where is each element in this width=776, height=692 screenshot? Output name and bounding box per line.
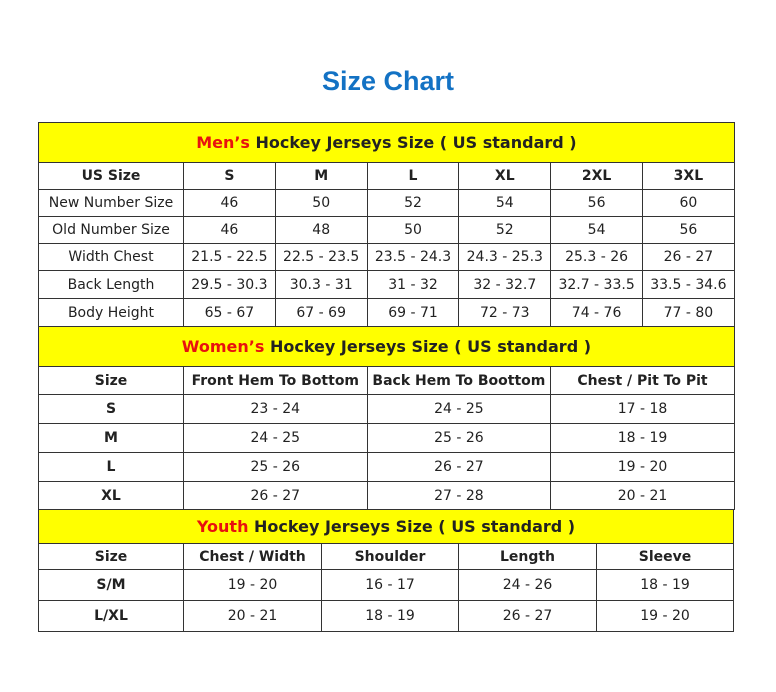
table-cell: 54 [458, 189, 552, 217]
header-row: US Size S M L XL 2XL 3XL [38, 162, 735, 190]
table-cell: 19 - 20 [595, 600, 735, 632]
table-cell: 23 - 24 [183, 394, 368, 424]
table-cell: 29.5 - 30.3 [183, 270, 276, 299]
row-label: New Number Size [38, 189, 184, 217]
table-cell: 74 - 76 [550, 298, 643, 327]
table-cell: 65 - 67 [183, 298, 276, 327]
column-header: Length [458, 543, 597, 570]
table-cell: 67 - 69 [274, 298, 368, 327]
table-cell: 60 [641, 189, 735, 217]
table-row: Back Length 29.5 - 30.3 30.3 - 31 31 - 32 32… [38, 270, 735, 299]
table-cell: 46 [183, 216, 276, 244]
table-cell: 54 [550, 216, 643, 244]
table-cell: 26 - 27 [641, 243, 735, 271]
row-label: Back Length [38, 270, 184, 299]
table-cell: 20 - 21 [550, 481, 735, 510]
table-cell: 18 - 19 [595, 569, 735, 601]
column-header: 2XL [550, 162, 643, 190]
table-cell: 19 - 20 [550, 452, 735, 482]
table-row: Old Number Size 46 48 50 52 54 56 [38, 216, 735, 244]
table-row: Width Chest 21.5 - 22.5 22.5 - 23.5 23.5 - … [38, 243, 735, 271]
womens-size-table: Women’s Hockey Jerseys Size ( US standar… [38, 326, 735, 510]
table-row: L/XL 20 - 21 18 - 19 26 - 27 19 - 20 [38, 600, 735, 632]
column-header: Size [38, 543, 184, 570]
column-header: US Size [38, 162, 184, 190]
column-header: Chest / Pit To Pit [550, 366, 735, 395]
page-title: Size Chart [321, 66, 455, 96]
column-header: Back Hem To Boottom [366, 366, 552, 395]
table-row: M 24 - 25 25 - 26 18 - 19 [38, 423, 735, 453]
table-cell: 24 - 26 [458, 569, 597, 601]
table-cell: 56 [641, 216, 735, 244]
table-cell: 32 - 32.7 [458, 270, 552, 299]
column-header: Front Hem To Bottom [183, 366, 368, 395]
table-row: L 25 - 26 26 - 27 19 - 20 [38, 452, 735, 482]
table-cell: 25 - 26 [183, 452, 368, 482]
row-label: S/M [38, 569, 184, 601]
table-cell: 23.5 - 24.3 [366, 243, 460, 271]
column-header: L [366, 162, 460, 190]
table-cell: 26 - 27 [183, 481, 368, 510]
table-cell: 17 - 18 [550, 394, 735, 424]
table-row: Body Height 65 - 67 67 - 69 69 - 71 72 - 73 7… [38, 298, 735, 327]
column-header: Shoulder [321, 543, 459, 570]
table-cell: 16 - 17 [321, 569, 459, 601]
row-label: L [38, 452, 184, 482]
row-label: S [38, 394, 184, 424]
youth-caption: Youth Hockey Jerseys Size ( US standard … [37, 509, 735, 544]
row-label: M [38, 423, 184, 453]
table-cell: 69 - 71 [366, 298, 460, 327]
row-label: Width Chest [38, 243, 184, 271]
table-cell: 25.3 - 26 [550, 243, 643, 271]
table-cell: 50 [366, 216, 460, 244]
table-cell: 25 - 26 [366, 423, 552, 453]
table-cell: 46 [183, 189, 276, 217]
table-cell: 30.3 - 31 [274, 270, 368, 299]
mens-size-table: Men’s Hockey Jerseys Size ( US standard … [38, 122, 735, 327]
table-row: S/M 19 - 20 16 - 17 24 - 26 18 - 19 [38, 569, 735, 601]
table-row: XL 26 - 27 27 - 28 20 - 21 [38, 481, 735, 510]
table-cell: 20 - 21 [183, 600, 322, 632]
column-header: 3XL [641, 162, 735, 190]
table-cell: 32.7 - 33.5 [550, 270, 643, 299]
mens-caption: Men’s Hockey Jerseys Size ( US standard … [38, 122, 735, 163]
table-cell: 18 - 19 [550, 423, 735, 453]
row-label: Body Height [38, 298, 184, 327]
table-row: New Number Size 46 50 52 54 56 60 [38, 189, 735, 217]
table-cell: 33.5 - 34.6 [641, 270, 735, 299]
table-cell: 72 - 73 [458, 298, 552, 327]
table-cell: 56 [550, 189, 643, 217]
table-cell: 26 - 27 [366, 452, 552, 482]
table-cell: 26 - 27 [458, 600, 597, 632]
table-cell: 24.3 - 25.3 [458, 243, 552, 271]
youth-size-table: Youth Hockey Jerseys Size ( US standard … [37, 509, 735, 632]
column-header: Chest / Width [183, 543, 322, 570]
column-header: Sleeve [595, 543, 735, 570]
column-header: S [183, 162, 276, 190]
table-cell: 31 - 32 [366, 270, 460, 299]
table-cell: 18 - 19 [321, 600, 459, 632]
row-label: XL [38, 481, 184, 510]
table-cell: 52 [458, 216, 552, 244]
table-cell: 48 [274, 216, 368, 244]
header-row: Size Front Hem To Bottom Back Hem To Boott… [38, 366, 735, 395]
table-cell: 52 [366, 189, 460, 217]
header-row: Size Chest / Width Shoulder Length Sleeve [38, 543, 735, 570]
womens-caption: Women’s Hockey Jerseys Size ( US standar… [38, 326, 735, 367]
table-cell: 24 - 25 [366, 394, 552, 424]
column-header: XL [458, 162, 552, 190]
table-cell: 27 - 28 [366, 481, 552, 510]
table-cell: 21.5 - 22.5 [183, 243, 276, 271]
column-header: Size [38, 366, 184, 395]
column-header: M [274, 162, 368, 190]
table-cell: 77 - 80 [641, 298, 735, 327]
table-cell: 24 - 25 [183, 423, 368, 453]
table-cell: 22.5 - 23.5 [274, 243, 368, 271]
table-cell: 19 - 20 [183, 569, 322, 601]
table-cell: 50 [274, 189, 368, 217]
row-label: Old Number Size [38, 216, 184, 244]
row-label: L/XL [38, 600, 184, 632]
table-row: S 23 - 24 24 - 25 17 - 18 [38, 394, 735, 424]
